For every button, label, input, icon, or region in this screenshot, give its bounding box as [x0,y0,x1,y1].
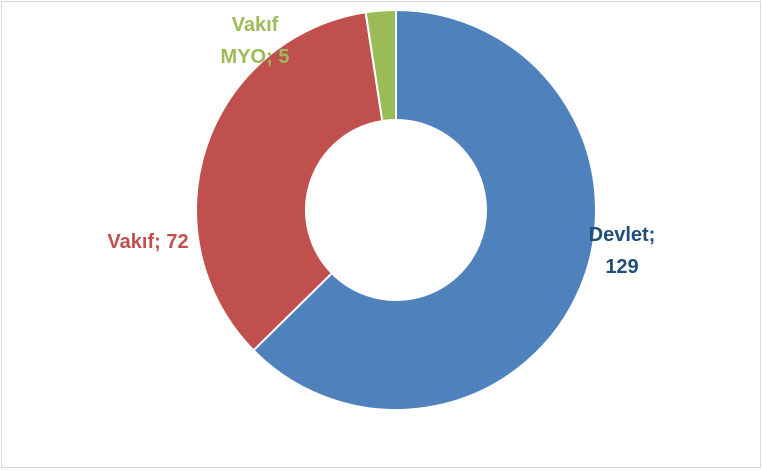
donut-segment [195,11,384,352]
data-label-line: MYO; 5 [221,46,290,68]
data-label-line: Devlet; [589,224,656,246]
data-label-line: 129 [605,256,638,278]
data-label: Vakıf; 72 [107,231,188,253]
data-label: Devlet; 129 [589,224,656,278]
data-label-line: Vakıf; 72 [107,231,188,253]
data-label: Vakıf MYO; 5 [221,14,290,68]
data-label-line: Vakıf [232,14,279,36]
donut-segment [252,8,597,411]
donut-segment [364,8,397,123]
